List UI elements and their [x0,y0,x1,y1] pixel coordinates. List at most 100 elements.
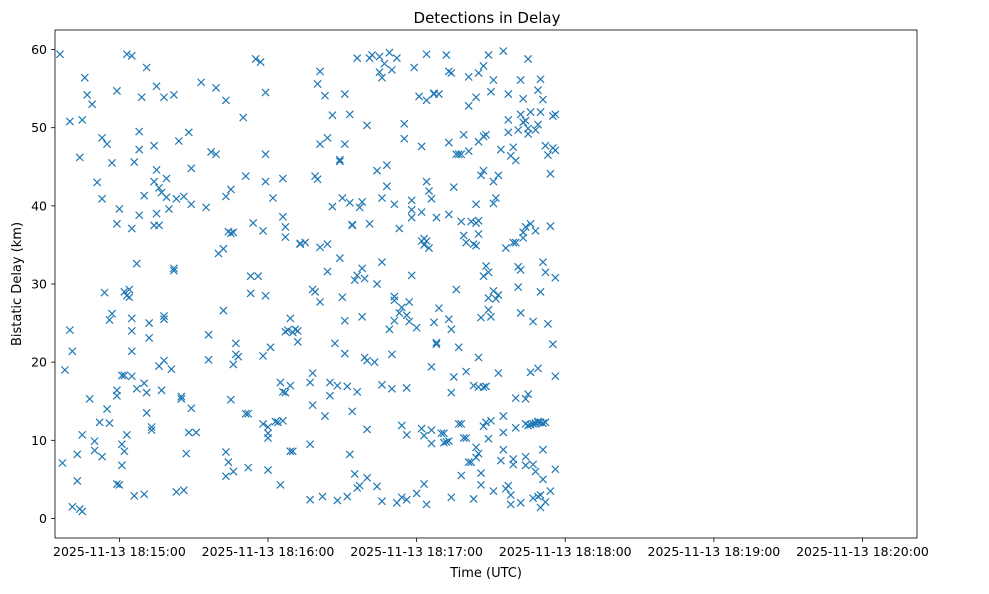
data-point-0-195 [316,297,325,306]
data-point-0-331 [447,68,456,78]
chart-title: Detections in Delay [414,9,561,27]
data-point-0-272 [395,308,404,317]
data-point-0-2 [60,365,69,374]
data-point-0-463 [531,467,540,476]
data-point-0-351 [464,72,473,81]
data-point-0-258 [380,59,389,68]
data-point-0-366 [474,68,483,78]
data-point-0-109 [192,428,201,437]
data-point-0-65 [140,490,149,499]
data-point-0-30 [107,158,116,167]
x-tick-label-3: 2025-11-13 18:18:00 [499,544,632,559]
data-point-0-143 [251,54,260,63]
data-point-0-390 [484,305,493,314]
data-point-0-95 [169,264,178,273]
data-point-0-123 [221,448,230,457]
data-point-0-288 [407,271,416,280]
data-point-0-13 [78,430,87,439]
data-point-0-319 [434,90,443,99]
data-point-0-122 [221,192,230,201]
data-point-0-119 [219,306,228,315]
data-point-0-37 [115,204,124,213]
data-point-0-411 [501,244,510,253]
data-point-0-433 [516,308,525,317]
data-point-0-448 [524,129,533,138]
data-point-0-254 [377,194,386,203]
data-point-0-1 [58,458,67,467]
data-point-0-255 [377,258,386,267]
data-point-0-189 [311,287,320,296]
data-point-0-440 [521,116,530,125]
data-point-0-197 [318,492,327,501]
data-point-0-161 [276,378,285,387]
data-point-0-205 [328,202,337,211]
data-point-0-434 [516,265,525,274]
data-point-0-273 [395,224,404,233]
data-point-0-362 [472,241,481,250]
data-point-0-468 [533,417,543,426]
data-point-0-19 [90,446,99,455]
data-point-0-350 [462,433,471,442]
data-point-0-399 [489,487,498,496]
data-point-0-478 [538,419,547,428]
data-point-0-73 [147,422,156,432]
data-point-0-345 [459,130,468,139]
data-point-0-251 [375,52,384,61]
data-point-0-200 [323,133,332,142]
data-point-0-415 [504,128,513,137]
data-point-0-347 [459,433,468,442]
data-point-0-388 [484,268,493,277]
data-point-0-102 [179,486,188,495]
data-point-0-86 [159,312,169,321]
data-point-0-300 [420,480,429,489]
data-point-0-183 [306,495,315,504]
data-point-0-8 [73,450,82,459]
data-point-0-389 [484,294,493,303]
data-point-0-425 [511,238,520,247]
data-point-0-487 [546,169,555,178]
data-point-0-307 [425,186,434,196]
data-point-0-361 [472,200,481,209]
data-point-0-268 [390,200,399,209]
data-point-0-71 [145,333,154,342]
data-point-0-231 [353,271,362,280]
data-point-0-50 [127,51,136,60]
data-point-0-72 [147,426,156,435]
data-point-0-81 [155,221,164,230]
data-point-0-29 [105,315,114,324]
data-point-0-150 [261,177,270,186]
data-point-0-47 [122,430,131,439]
data-point-0-212 [335,155,344,164]
data-point-0-49 [125,293,134,302]
data-point-0-158 [268,194,278,203]
data-point-0-139 [244,463,253,472]
data-point-0-466 [533,364,543,373]
data-point-0-337 [452,285,461,294]
y-tick-label-4: 40 [31,198,47,213]
data-point-0-245 [365,219,374,228]
data-point-0-277 [400,134,409,143]
data-point-0-384 [481,262,491,271]
data-point-0-199 [320,412,330,421]
data-point-0-166 [278,212,287,221]
data-point-0-216 [340,140,349,149]
data-point-0-290 [412,323,421,332]
data-point-0-64 [140,379,149,388]
data-point-0-208 [333,496,342,505]
data-point-0-52 [127,326,136,335]
data-point-0-260 [382,182,391,191]
x-axis-label: Time (UTC) [449,566,522,581]
data-point-0-341 [457,471,466,480]
data-point-0-27 [102,405,112,414]
data-point-0-226 [348,221,357,230]
data-point-0-5 [68,347,77,356]
data-point-0-372 [474,353,483,362]
data-point-0-489 [546,487,555,496]
data-point-0-247 [370,358,379,367]
data-point-0-45 [122,50,131,59]
x-tick-label-4: 2025-11-13 18:19:00 [648,544,781,559]
data-point-0-228 [350,276,359,285]
data-point-0-41 [117,461,126,470]
data-point-0-261 [385,48,394,57]
data-point-0-42 [120,371,129,380]
